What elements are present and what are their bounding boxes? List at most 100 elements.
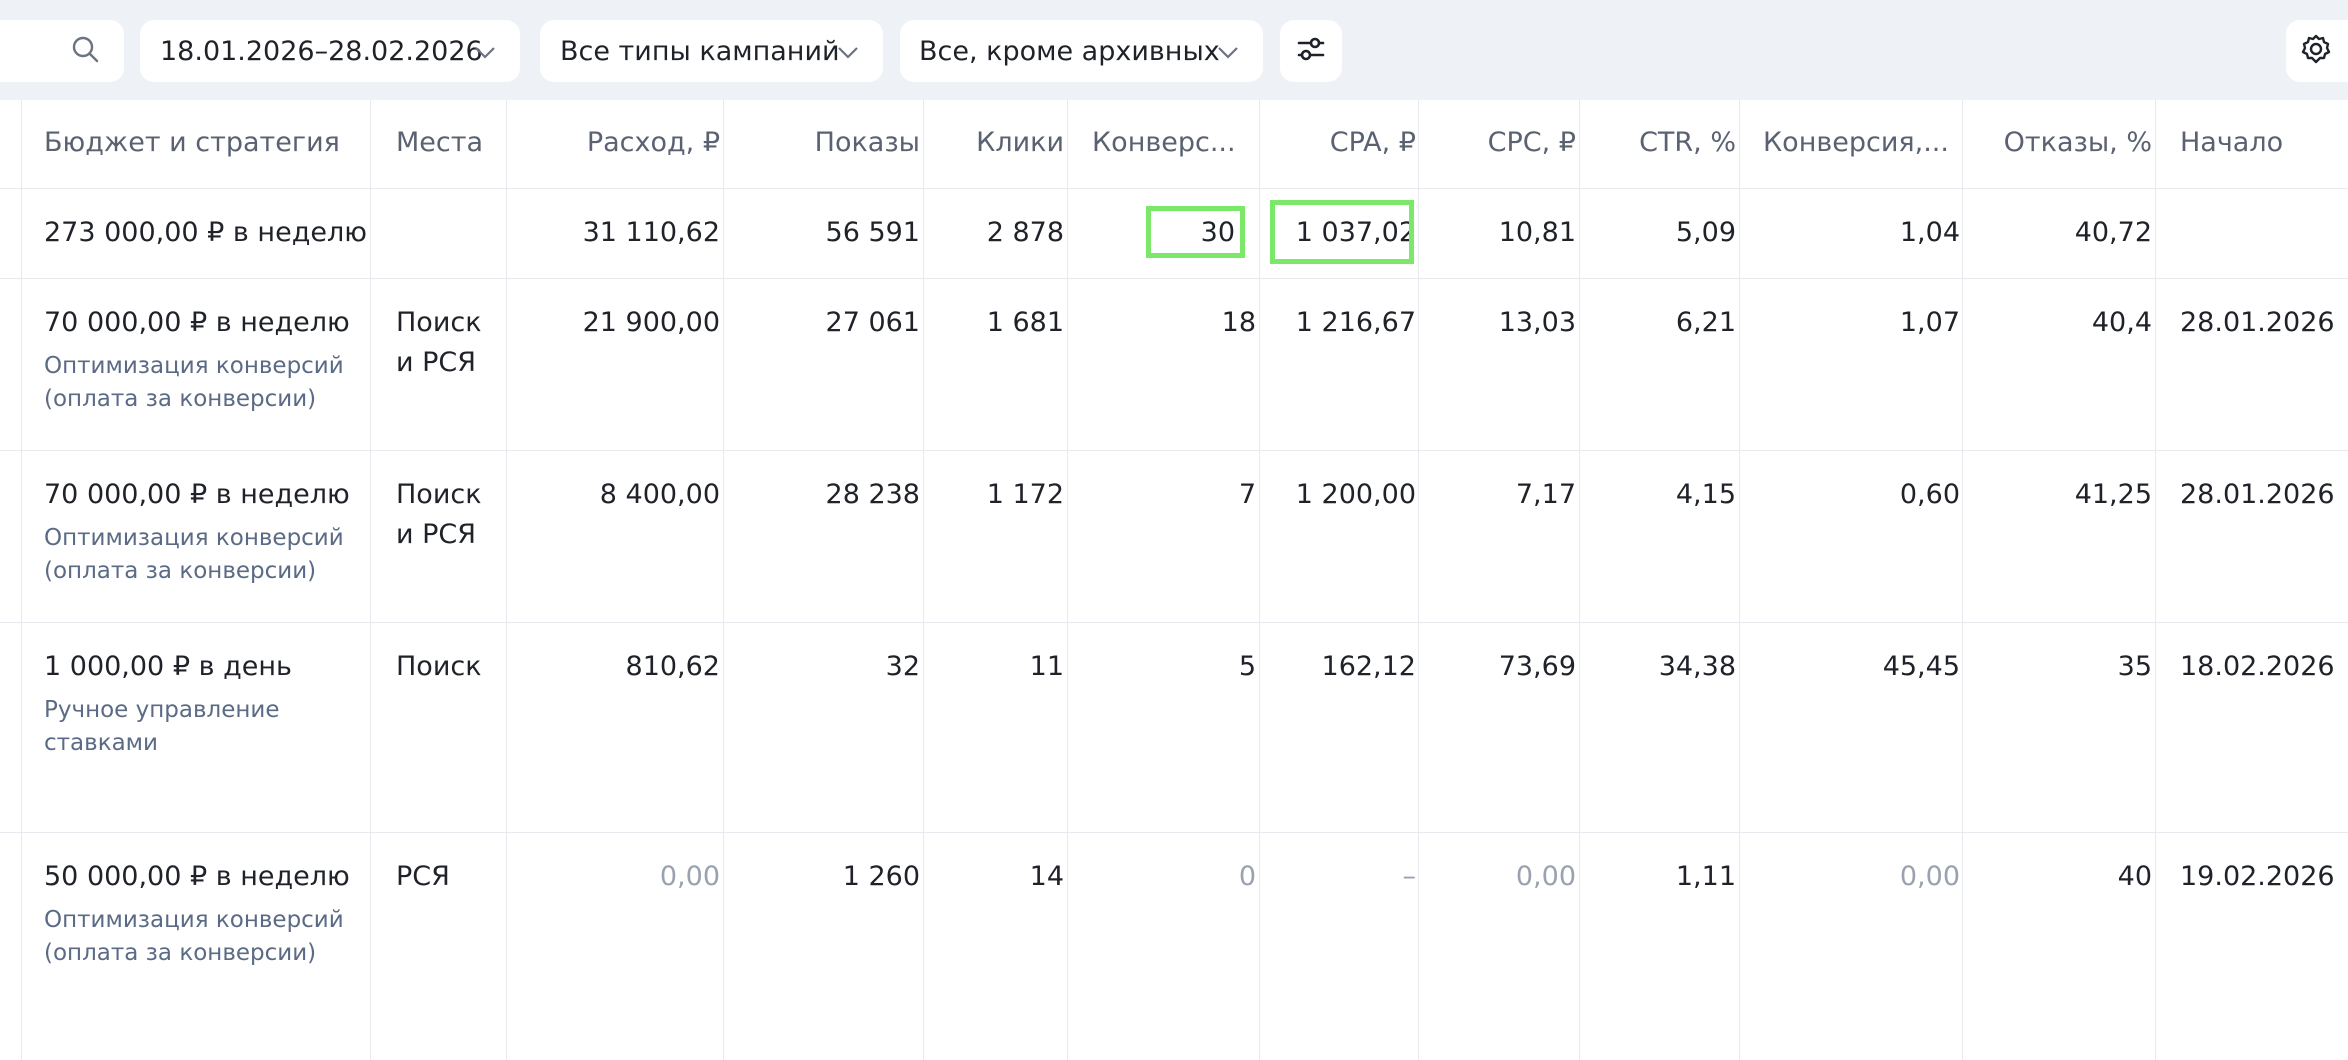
row-clicks: 1 172 [986, 479, 1064, 510]
row-divider [0, 188, 2348, 189]
header-budget[interactable]: Бюджет и стратегия [44, 127, 340, 158]
table-settings-button[interactable] [2286, 20, 2348, 82]
search-icon[interactable] [70, 34, 100, 68]
campaigns-table: Бюджет и стратегия Места Расход, ₽ Показ… [0, 100, 2348, 1060]
row-spend: 21 900,00 [582, 307, 720, 338]
date-range-picker[interactable]: 18.01.2026–28.02.2026 [140, 20, 520, 82]
row-start: 28.01.2026 [2180, 307, 2335, 338]
total-conv-rate: 1,04 [1899, 217, 1960, 248]
row-start: 19.02.2026 [2180, 861, 2335, 892]
conversions-highlight [1146, 206, 1245, 258]
row-impressions: 1 260 [842, 861, 920, 892]
row-divider [0, 832, 2348, 833]
date-range-label: 18.01.2026–28.02.2026 [160, 35, 483, 67]
total-cpa: 1 037,02 [1295, 217, 1416, 248]
total-cpc: 10,81 [1498, 217, 1576, 248]
gear-icon [2300, 33, 2332, 69]
row-cpc: 73,69 [1498, 651, 1576, 682]
column-divider [370, 100, 371, 1060]
filter-settings-button[interactable] [1280, 20, 1342, 82]
toolbar: 18.01.2026–28.02.2026 Все типы кампаний … [0, 0, 2348, 100]
row-conv-rate: 45,45 [1882, 651, 1960, 682]
column-divider [2155, 100, 2156, 1060]
column-divider [506, 100, 507, 1060]
total-conversions: 30 [1200, 217, 1235, 248]
cpa-highlight [1270, 200, 1414, 264]
row-cpa: – [1402, 861, 1417, 892]
row-bounces: 40,4 [2091, 307, 2152, 338]
header-start[interactable]: Начало [2180, 127, 2284, 158]
row-budget: 1 000,00 ₽ в день [44, 651, 292, 682]
row-divider [0, 278, 2348, 279]
row-impressions: 28 238 [825, 479, 920, 510]
header-conv-rate[interactable]: Конверсия,... [1763, 127, 1949, 158]
row-strategy: Оптимизация конверсий (оплата за конверс… [44, 907, 344, 966]
row-divider [0, 622, 2348, 623]
row-cpa: 162,12 [1321, 651, 1416, 682]
column-divider [1579, 100, 1580, 1060]
row-places: Поиск [396, 479, 482, 510]
row-spend: 810,62 [625, 651, 720, 682]
total-clicks: 2 878 [986, 217, 1064, 248]
row-places: и РСЯ [396, 347, 477, 378]
row-budget: 70 000,00 ₽ в неделю [44, 307, 350, 338]
row-bounces: 35 [2117, 651, 2152, 682]
column-divider [1418, 100, 1419, 1060]
row-impressions: 27 061 [825, 307, 920, 338]
row-spend: 0,00 [659, 861, 720, 892]
row-conv-rate: 0,00 [1899, 861, 1960, 892]
row-budget: 50 000,00 ₽ в неделю [44, 861, 350, 892]
campaign-type-label: Все типы кампаний [560, 35, 840, 67]
sliders-icon [1295, 33, 1327, 69]
row-clicks: 11 [1029, 651, 1064, 682]
column-divider [723, 100, 724, 1060]
row-places: Поиск [396, 307, 482, 338]
total-spend: 31 110,62 [582, 217, 720, 248]
row-cpc: 13,03 [1498, 307, 1576, 338]
row-impressions: 32 [885, 651, 920, 682]
row-start: 28.01.2026 [2180, 479, 2335, 510]
row-cpa: 1 216,67 [1295, 307, 1416, 338]
column-divider [21, 100, 22, 1060]
row-ctr: 34,38 [1658, 651, 1736, 682]
column-divider [1739, 100, 1740, 1060]
row-ctr: 1,11 [1675, 861, 1736, 892]
total-bounces: 40,72 [2074, 217, 2152, 248]
header-spend[interactable]: Расход, ₽ [586, 127, 720, 158]
column-divider [1067, 100, 1068, 1060]
header-places[interactable]: Места [396, 127, 484, 158]
row-conversions: 7 [1238, 479, 1256, 510]
row-ctr: 4,15 [1675, 479, 1736, 510]
header-conversions[interactable]: Конверс... [1092, 127, 1236, 158]
header-cpa[interactable]: CPA, ₽ [1329, 127, 1416, 158]
row-conversions: 18 [1221, 307, 1256, 338]
header-bounces[interactable]: Отказы, % [2003, 127, 2152, 158]
row-bounces: 40 [2117, 861, 2152, 892]
header-impressions[interactable]: Показы [814, 127, 920, 158]
total-ctr: 5,09 [1675, 217, 1736, 248]
status-filter-label: Все, кроме архивных [919, 35, 1220, 67]
row-bounces: 41,25 [2074, 479, 2152, 510]
row-places: и РСЯ [396, 519, 477, 550]
total-budget: 273 000,00 ₽ в неделю [44, 217, 367, 248]
header-clicks[interactable]: Клики [976, 127, 1064, 158]
chevron-down-icon [1215, 39, 1241, 69]
row-clicks: 14 [1029, 861, 1064, 892]
row-places: Поиск [396, 651, 482, 682]
campaign-type-select[interactable]: Все типы кампаний [540, 20, 883, 82]
row-conv-rate: 1,07 [1899, 307, 1960, 338]
row-ctr: 6,21 [1675, 307, 1736, 338]
row-budget: 70 000,00 ₽ в неделю [44, 479, 350, 510]
row-strategy: Оптимизация конверсий (оплата за конверс… [44, 353, 344, 412]
header-cpc[interactable]: CPC, ₽ [1487, 127, 1576, 158]
row-cpa: 1 200,00 [1295, 479, 1416, 510]
row-places: РСЯ [396, 861, 450, 892]
status-filter-select[interactable]: Все, кроме архивных [900, 20, 1263, 82]
header-ctr[interactable]: CTR, % [1639, 127, 1736, 158]
row-cpc: 7,17 [1515, 479, 1576, 510]
row-cpc: 0,00 [1515, 861, 1576, 892]
row-clicks: 1 681 [986, 307, 1064, 338]
row-spend: 8 400,00 [599, 479, 720, 510]
search-field[interactable] [0, 20, 124, 82]
column-divider [1259, 100, 1260, 1060]
